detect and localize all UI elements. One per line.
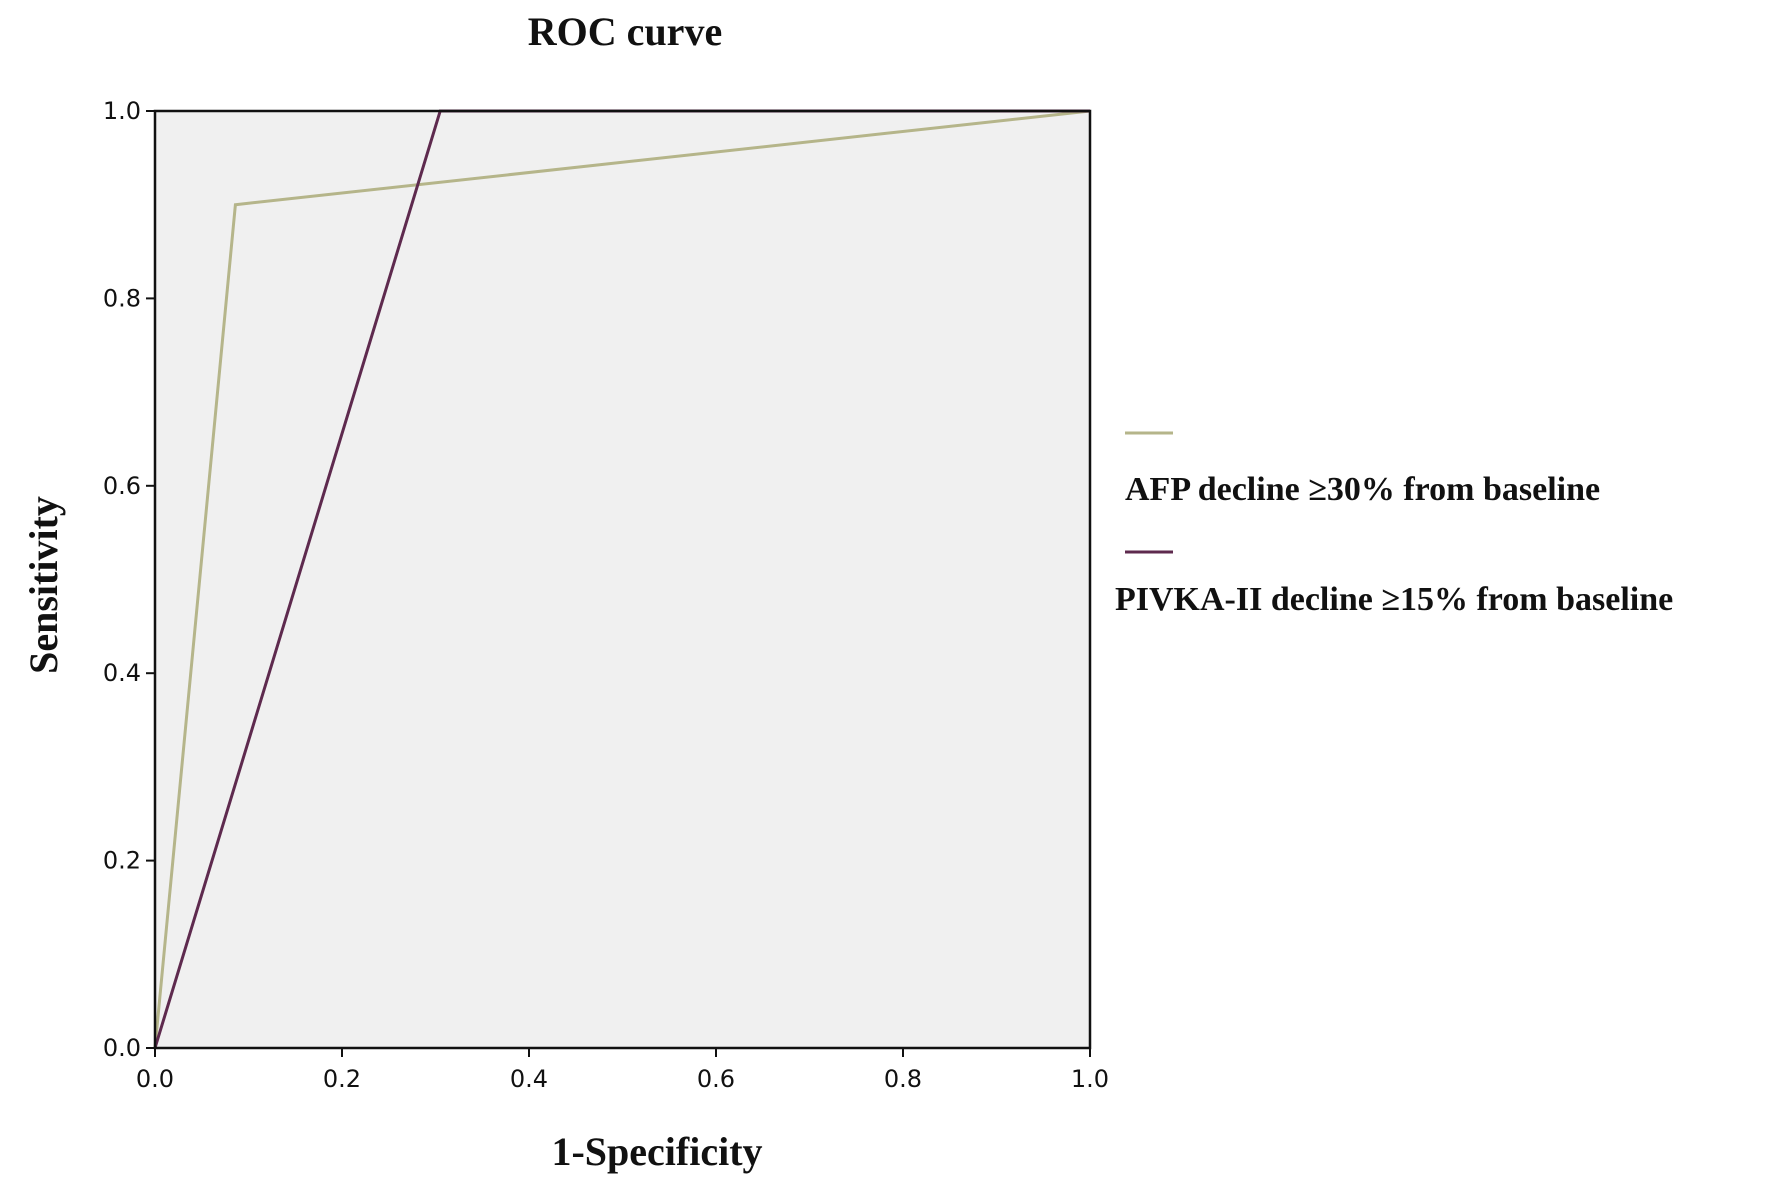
plot-frame	[153, 109, 1092, 1050]
x-axis-ticks: 0.0 0.2 0.4 0.6 0.8 1.0	[136, 1048, 1109, 1093]
y-tick-label: 0.4	[103, 659, 141, 687]
x-axis-title: 1-Specificity	[551, 1129, 762, 1174]
plot-area	[155, 111, 1090, 1048]
y-tick-label: 0.8	[103, 284, 141, 312]
legend-label-1: PIVKA-II decline ≥15% from baseline	[1115, 581, 1673, 618]
legend-label-0: AFP decline ≥30% from baseline	[1125, 471, 1600, 508]
x-tick-label: 0.0	[136, 1065, 174, 1093]
y-tick-label: 0.2	[103, 847, 141, 875]
y-tick-label: 0.6	[103, 472, 141, 500]
legend: AFP decline ≥30% from baseline PIVKA-II d…	[1115, 431, 1673, 618]
y-tick-label: 0.0	[103, 1034, 141, 1062]
y-axis-ticks: 0.0 0.2 0.4 0.6 0.8 1.0	[103, 97, 155, 1062]
chart-title: ROC curve	[528, 9, 722, 54]
series-line-0	[153, 109, 1091, 1049]
y-axis-title: Sensitivity	[21, 496, 66, 674]
x-tick-label: 0.4	[510, 1065, 548, 1093]
x-tick-label: 0.6	[697, 1065, 735, 1093]
x-tick-label: 0.2	[323, 1065, 361, 1093]
x-tick-label: 1.0	[1071, 1065, 1109, 1093]
y-tick-label: 1.0	[103, 97, 141, 125]
x-tick-label: 0.8	[884, 1065, 922, 1093]
